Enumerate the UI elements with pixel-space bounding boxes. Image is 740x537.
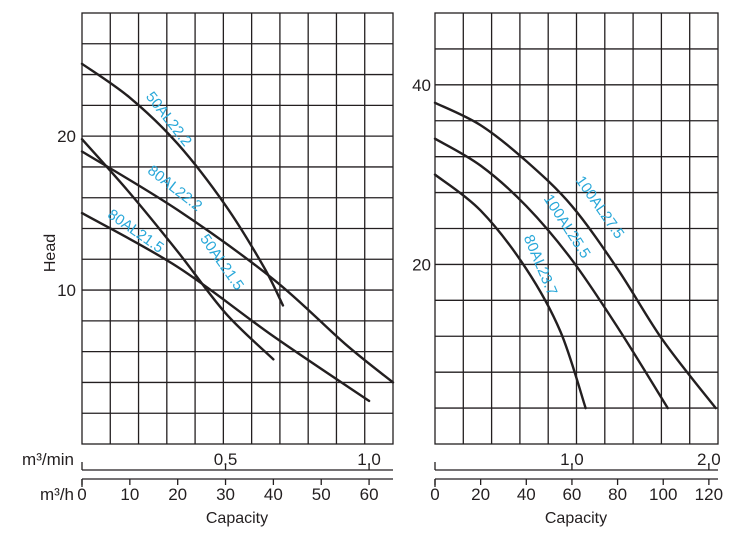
primary-x-tick-label: 100 xyxy=(649,485,677,504)
curve-label-80al23-7: 80AL23.7 xyxy=(520,232,561,298)
primary-x-tick-label: 20 xyxy=(168,485,187,504)
primary-x-tick-label: 40 xyxy=(517,485,536,504)
curve-100al27-5 xyxy=(433,101,717,410)
left-curves xyxy=(80,62,395,403)
primary-x-unit-label: m³/h xyxy=(40,485,74,504)
primary-x-tick-label: 0 xyxy=(430,485,439,504)
right-grid xyxy=(435,13,718,444)
right-curves xyxy=(433,101,717,410)
left-x-axes: 0.5 1.0 0 10 20 30 40 50 60 m³/min m³/h xyxy=(22,450,393,504)
curve-80al23-7 xyxy=(433,173,587,410)
y-tick-label: 20 xyxy=(57,127,76,146)
primary-x-tick-label: 0 xyxy=(77,485,86,504)
primary-x-tick-label: 50 xyxy=(312,485,331,504)
y-tick-label: 20 xyxy=(412,255,431,274)
secondary-x-tick-label: 1.0 xyxy=(357,450,381,469)
primary-x-tick-label: 40 xyxy=(264,485,283,504)
secondary-x-tick-label: 0.5 xyxy=(214,450,238,469)
primary-x-tick-label: 80 xyxy=(608,485,627,504)
curve-label-50al22-2: 50AL22.2 xyxy=(142,89,195,150)
primary-x-tick-label: 60 xyxy=(360,485,379,504)
primary-x-tick-label: 30 xyxy=(216,485,235,504)
primary-x-tick-label: 20 xyxy=(471,485,490,504)
curve-80al21-5 xyxy=(80,211,371,403)
left-y-axis-title: Head xyxy=(42,234,59,272)
left-y-ticks: 10 20 xyxy=(57,127,76,300)
curve-80al22-2 xyxy=(80,150,395,384)
primary-x-tick-label: 120 xyxy=(695,485,723,504)
primary-x-tick-label: 10 xyxy=(120,485,139,504)
secondary-x-unit-label: m³/min xyxy=(22,450,74,469)
right-x-axis-title: Capacity xyxy=(545,510,607,527)
y-tick-label: 40 xyxy=(412,76,431,95)
right-x-axes: 1.0 2.0 0 20 40 60 80 100 120 xyxy=(430,450,723,504)
left-x-axis-title: Capacity xyxy=(206,510,268,527)
secondary-x-tick-label: 1.0 xyxy=(560,450,584,469)
left-plot-frame xyxy=(81,12,394,445)
y-tick-label: 10 xyxy=(57,281,76,300)
primary-x-tick-label: 60 xyxy=(562,485,581,504)
secondary-x-tick-label: 2.0 xyxy=(697,450,721,469)
right-plot-frame xyxy=(434,12,719,445)
curve-50al22-2 xyxy=(80,62,285,307)
curve-50al21-5 xyxy=(80,138,275,361)
curve-100al25-5 xyxy=(433,137,669,410)
